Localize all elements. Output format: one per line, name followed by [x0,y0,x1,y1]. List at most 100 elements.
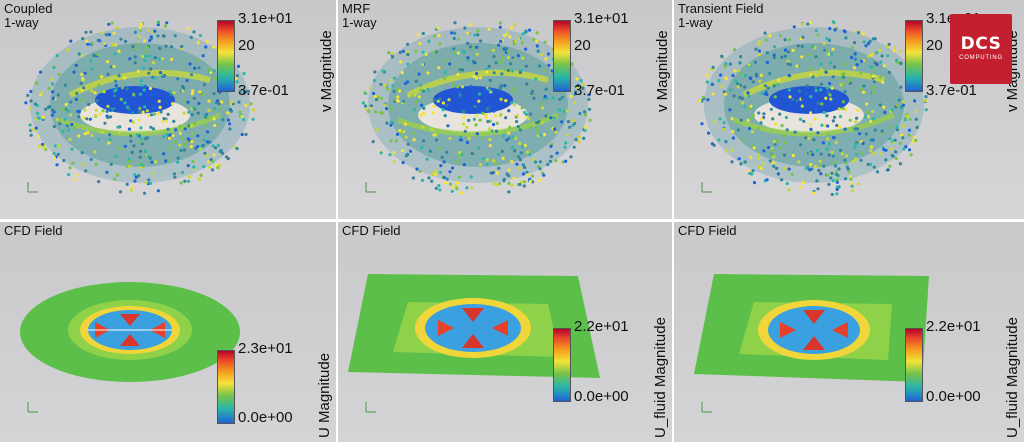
particle-dot [432,34,436,38]
particle-dot [787,88,791,92]
particle-dot [242,72,246,76]
particle-dot [112,31,116,35]
particle-dot [202,83,206,87]
particle-dot [844,154,849,158]
particle-dot [458,68,462,72]
particle-dot [164,44,168,48]
particle-dot [568,125,572,129]
particle-dot [456,72,460,76]
particle-dot [95,99,99,103]
particle-dot [137,35,141,39]
particle-dot [186,100,190,104]
particle-dot [914,109,918,114]
particle-dot [461,122,466,126]
particle-dot [734,79,738,83]
particle-dot [700,122,704,126]
particle-dot [816,101,820,105]
particle-dot [415,167,419,171]
particle-dot [374,110,378,114]
particle-dot [467,118,471,122]
particle-dot [182,148,187,152]
particle-dot [144,54,148,58]
particle-dot [228,122,232,126]
particle-dot [171,102,175,106]
particle-dot [49,77,53,81]
particle-dot [201,92,205,96]
particle-dot [584,126,588,130]
particle-dot [461,85,465,89]
particle-dot [888,137,892,141]
particle-dot [441,108,445,112]
particle-dot [430,179,434,183]
particle-dot [61,129,65,133]
particle-dot [438,97,442,101]
particle-dot [546,162,550,167]
particle-dot [549,116,553,120]
particle-dot [529,92,534,96]
particle-dot [866,115,871,119]
particle-dot [500,149,504,153]
particle-dot [228,127,232,131]
cfd-field-plane [694,274,929,382]
particle-dot [732,94,736,98]
particle-dot [778,34,783,38]
particle-dot [68,166,72,170]
particle-dot [875,62,879,67]
particle-dot [148,86,152,91]
particle-dot [583,128,587,132]
particle-dot [710,82,714,86]
colorbar-max: 2.2e+01 [926,318,981,335]
particle-dot [73,177,77,181]
particle-dot [168,89,172,93]
particle-dot [723,64,727,68]
particle-dot [513,90,517,94]
particle-dot [455,159,459,163]
particle-dot [72,70,76,74]
particle-dot [756,153,760,157]
particle-dot [749,116,753,120]
particle-dot [92,54,97,58]
particle-dot [740,137,744,141]
axes-triad-icon [27,402,38,413]
particle-dot [849,55,854,60]
particle-dot [96,38,100,43]
particle-dot [90,133,94,137]
particle-dot [765,51,769,55]
particle-dot [113,89,117,93]
particle-dot [785,181,789,186]
particle-dot [897,98,901,102]
particle-dot [569,155,573,159]
particle-dot [476,33,480,37]
particle-dot [853,127,857,131]
particle-dot [424,52,428,56]
particle-dot [143,191,147,195]
particle-dot [419,88,423,92]
particle-dot [569,94,573,98]
particle-dot [146,154,150,158]
particle-dot [371,140,375,144]
particle-dot [483,87,487,91]
particle-dot [64,102,68,107]
particle-dot [197,177,202,181]
particle-dot [719,73,723,77]
particle-dot [137,174,141,178]
particle-dot [731,130,735,134]
particle-dot [147,113,151,117]
particle-dot [112,107,116,111]
particle-dot [914,138,918,142]
particle-dot [798,185,802,189]
particle-dot [103,42,107,46]
particle-dot [768,34,772,38]
particle-dot [372,91,376,96]
particle-dot [462,115,466,119]
particle-dot [207,99,211,103]
particle-dot [845,165,849,169]
particle-dot [84,169,88,173]
particle-dot [100,75,104,79]
particle-dot [494,61,498,65]
particle-dot [485,107,489,111]
colorbar-min: 3.7e-01 [926,82,977,99]
particle-dot [518,142,522,146]
particle-dot [924,95,928,99]
particle-dot [212,45,216,50]
